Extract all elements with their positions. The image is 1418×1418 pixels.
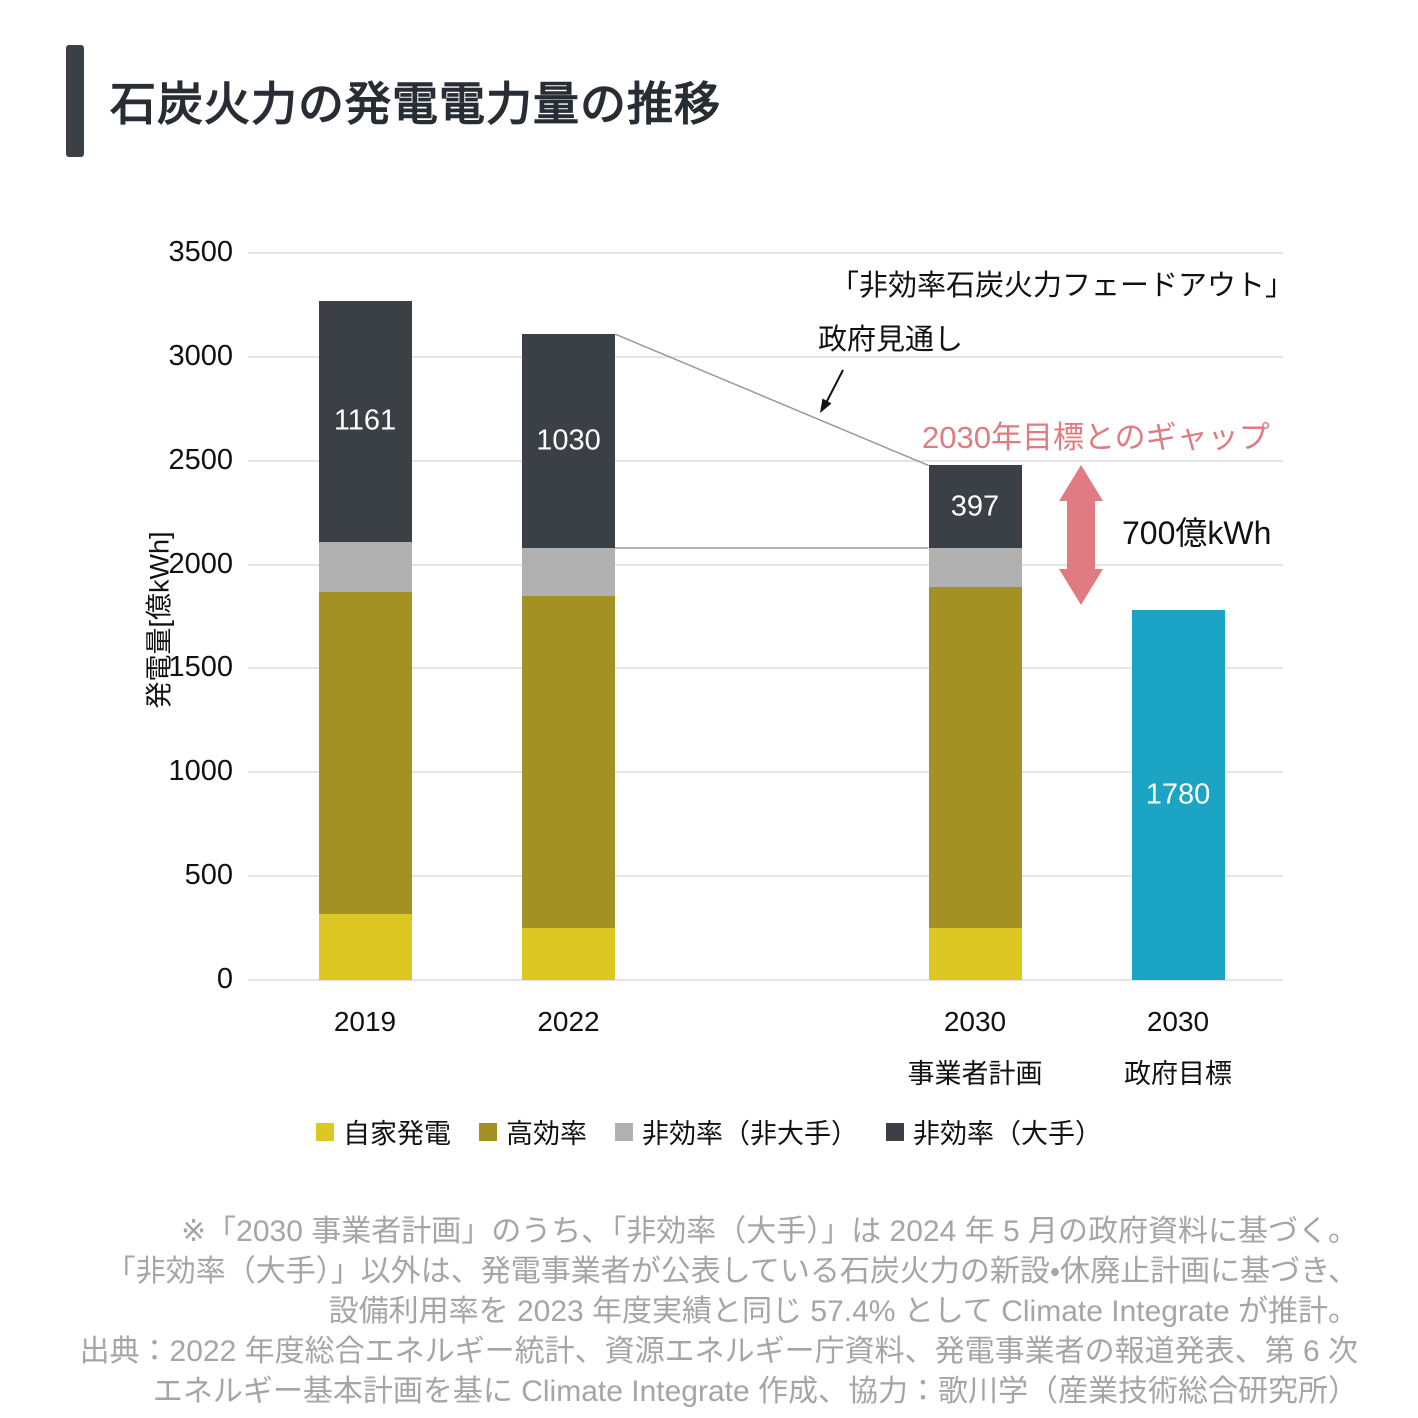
footnote-line: 「非効率（大手）」以外は、発電事業者が公表している石炭火力の新設・休廃止計画に基… [105,1255,1358,1288]
y-tick-label: 3000 [168,339,233,372]
y-tick-label: 0 [216,963,233,995]
bar-segment [1131,610,1225,980]
footnote-line: 設備利用率を 2023 年度実績と同じ 57.4% として Climate In… [328,1295,1358,1328]
footnote: ※「2030 事業者計画」のうち、「非効率（大手）」は 2024 年 5 月の政… [60,1212,1358,1412]
bar-segment [318,300,412,542]
legend-item: 高効率 [479,1112,587,1151]
y-tick-label: 3500 [168,236,233,268]
y-tick-label: 500 [184,859,233,892]
bar-value-label: 1780 [1145,778,1211,811]
gap-arrow-head-down [1059,569,1103,606]
bar-segment [318,913,412,980]
x-tick-sublabel: 事業者計画 [907,1059,1043,1089]
legend-label: 非効率（非大手） [642,1119,858,1149]
bar-segment [928,587,1022,929]
y-gridline [248,979,1283,981]
x-tick-sublabel: 政府目標 [1124,1059,1232,1089]
annotation-gap-title: 2030年目標とのギャップ [922,420,1270,455]
bar-segment [928,547,1022,588]
legend-item: 自家発電 [316,1112,451,1151]
title-block: 石炭火力の発電電力量の推移 [66,45,721,157]
y-gridline [248,875,1283,878]
bar-segment [522,928,615,980]
bar-segment [318,541,412,592]
y-gridline [248,563,1283,566]
bar-segment [522,595,615,929]
footnote-line: エネルギー基本計画を基に Climate Integrate 作成、協力：歌川学… [152,1375,1358,1408]
gap-double-arrow-icon [1059,465,1103,606]
y-gridline [248,667,1283,670]
y-tick-label: 1000 [168,755,233,788]
x-tick-label: 2022 [537,1006,600,1037]
legend-item: 非効率（大手） [886,1112,1102,1151]
y-gridline [248,252,1283,254]
bar-segment [928,928,1022,980]
legend-label: 自家発電 [343,1119,451,1149]
x-tick-label: 2030 [943,1006,1007,1037]
footnote-line: ※「2030 事業者計画」のうち、「非効率（大手）」は 2024 年 5 月の政… [181,1215,1358,1248]
legend-label: 高効率 [506,1119,587,1149]
gap-arrow-shaft [1067,493,1095,578]
chart-legend: 自家発電 高効率 非効率（非大手） 非効率（大手） [0,1112,1418,1151]
y-tick-label: 1500 [168,651,233,684]
bar-value-label: 1030 [536,424,601,457]
legend-swatch [479,1122,497,1141]
annotation-gap-value: 700億kWh [1122,515,1272,551]
bar-value-label: 397 [950,490,1000,523]
legend-item: 非効率（非大手） [615,1112,858,1151]
annotation-fadeout-title: 「非効率石炭火力フェードアウト」 [830,270,1295,302]
bar-segment [318,591,412,914]
bar-segment [522,334,615,548]
legend-swatch [886,1122,904,1141]
y-tick-label: 2000 [168,547,233,580]
title-accent-bar [66,45,84,157]
page-title: 石炭火力の発電電力量の推移 [110,78,721,130]
legend-swatch [316,1122,334,1141]
bar-value-label: 1161 [333,404,397,437]
legend-swatch [615,1122,633,1141]
y-tick-label: 2500 [168,443,233,476]
annotation-fadeout-subtitle: 政府見通し [818,324,964,356]
y-gridline [248,771,1283,774]
legend-label: 非効率（大手） [913,1119,1102,1149]
bar-segment [522,547,615,596]
footnote-line: 出典：2022 年度総合エネルギー統計、資源エネルギー庁資料、発電事業者の報道発… [79,1335,1358,1368]
x-tick-label: 2019 [333,1006,397,1037]
bar-segment [928,465,1022,548]
x-tick-label: 2030 [1146,1006,1210,1037]
